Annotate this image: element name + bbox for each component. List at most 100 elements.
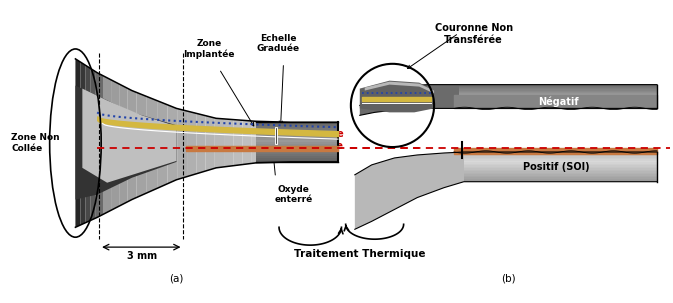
Polygon shape xyxy=(464,176,657,177)
Polygon shape xyxy=(464,167,657,168)
Polygon shape xyxy=(119,84,127,206)
Polygon shape xyxy=(293,122,305,162)
Polygon shape xyxy=(75,86,176,200)
Polygon shape xyxy=(360,81,434,112)
Text: Positif (SOI): Positif (SOI) xyxy=(523,162,590,172)
Text: (a): (a) xyxy=(170,274,184,284)
Polygon shape xyxy=(256,136,338,138)
Polygon shape xyxy=(256,130,338,132)
Polygon shape xyxy=(147,97,157,193)
Polygon shape xyxy=(464,154,657,155)
Polygon shape xyxy=(256,142,338,144)
Polygon shape xyxy=(285,122,293,162)
Polygon shape xyxy=(464,156,657,158)
Polygon shape xyxy=(256,132,338,134)
Polygon shape xyxy=(256,152,338,154)
Polygon shape xyxy=(178,109,187,179)
Polygon shape xyxy=(91,68,96,220)
Text: Traitement Thermique: Traitement Thermique xyxy=(294,249,425,259)
Polygon shape xyxy=(459,92,657,93)
Polygon shape xyxy=(256,138,338,140)
Polygon shape xyxy=(459,97,657,98)
Polygon shape xyxy=(256,150,338,152)
Polygon shape xyxy=(256,158,338,160)
Polygon shape xyxy=(96,72,103,218)
Polygon shape xyxy=(459,85,657,86)
Polygon shape xyxy=(252,121,260,163)
Polygon shape xyxy=(464,179,657,180)
Polygon shape xyxy=(256,144,338,146)
Text: Négatif: Négatif xyxy=(538,96,578,107)
Polygon shape xyxy=(459,107,657,108)
Polygon shape xyxy=(464,164,657,165)
Polygon shape xyxy=(81,62,85,225)
Polygon shape xyxy=(464,165,657,167)
Polygon shape xyxy=(256,124,338,126)
Polygon shape xyxy=(157,101,168,188)
Text: Zone Non
Collée: Zone Non Collée xyxy=(11,133,60,153)
Polygon shape xyxy=(464,170,657,171)
Polygon shape xyxy=(256,122,338,124)
Polygon shape xyxy=(459,88,657,89)
Polygon shape xyxy=(197,113,205,174)
Polygon shape xyxy=(256,146,338,148)
Polygon shape xyxy=(305,122,316,162)
Polygon shape xyxy=(459,104,657,105)
Polygon shape xyxy=(360,85,657,115)
Polygon shape xyxy=(316,122,327,162)
Polygon shape xyxy=(260,122,269,163)
Text: Oxyde
enterré: Oxyde enterré xyxy=(275,185,312,204)
Polygon shape xyxy=(459,98,657,99)
Polygon shape xyxy=(103,76,111,215)
Polygon shape xyxy=(85,65,91,223)
Polygon shape xyxy=(215,118,224,168)
Text: (b): (b) xyxy=(501,274,516,284)
Polygon shape xyxy=(464,159,657,161)
Polygon shape xyxy=(459,100,657,101)
Polygon shape xyxy=(327,122,338,162)
Polygon shape xyxy=(168,105,178,184)
Polygon shape xyxy=(75,59,81,227)
Polygon shape xyxy=(464,161,657,162)
Polygon shape xyxy=(205,116,215,171)
Polygon shape xyxy=(82,88,176,183)
Polygon shape xyxy=(256,148,338,150)
Polygon shape xyxy=(459,94,657,95)
Polygon shape xyxy=(464,168,657,170)
Polygon shape xyxy=(459,89,657,91)
Polygon shape xyxy=(242,120,252,165)
Text: Echelle
Graduée: Echelle Graduée xyxy=(257,34,300,53)
Polygon shape xyxy=(464,177,657,179)
Text: Zone
Implantée: Zone Implantée xyxy=(184,39,235,59)
Polygon shape xyxy=(365,82,434,94)
Polygon shape xyxy=(459,106,657,107)
Polygon shape xyxy=(459,105,657,106)
Polygon shape xyxy=(464,155,657,156)
Polygon shape xyxy=(459,91,657,92)
Polygon shape xyxy=(269,122,277,162)
Polygon shape xyxy=(256,140,338,142)
Polygon shape xyxy=(277,122,285,162)
Polygon shape xyxy=(224,119,234,167)
Polygon shape xyxy=(459,86,657,87)
Polygon shape xyxy=(256,156,338,158)
Polygon shape xyxy=(256,134,338,136)
Polygon shape xyxy=(355,152,657,229)
Polygon shape xyxy=(464,173,657,174)
Polygon shape xyxy=(459,87,657,88)
Polygon shape xyxy=(256,160,338,162)
Polygon shape xyxy=(464,171,657,173)
Polygon shape xyxy=(127,88,137,202)
Polygon shape xyxy=(464,174,657,176)
Polygon shape xyxy=(464,152,657,154)
Polygon shape xyxy=(256,126,338,128)
Polygon shape xyxy=(464,158,657,159)
Polygon shape xyxy=(459,93,657,94)
Text: Couronne Non
Transférée: Couronne Non Transférée xyxy=(435,23,513,45)
Polygon shape xyxy=(459,99,657,100)
Polygon shape xyxy=(459,102,657,104)
Text: 3 mm: 3 mm xyxy=(127,251,157,261)
Polygon shape xyxy=(187,111,197,177)
Text: Interface de
Collage: Interface de Collage xyxy=(277,129,344,151)
Polygon shape xyxy=(137,92,147,198)
